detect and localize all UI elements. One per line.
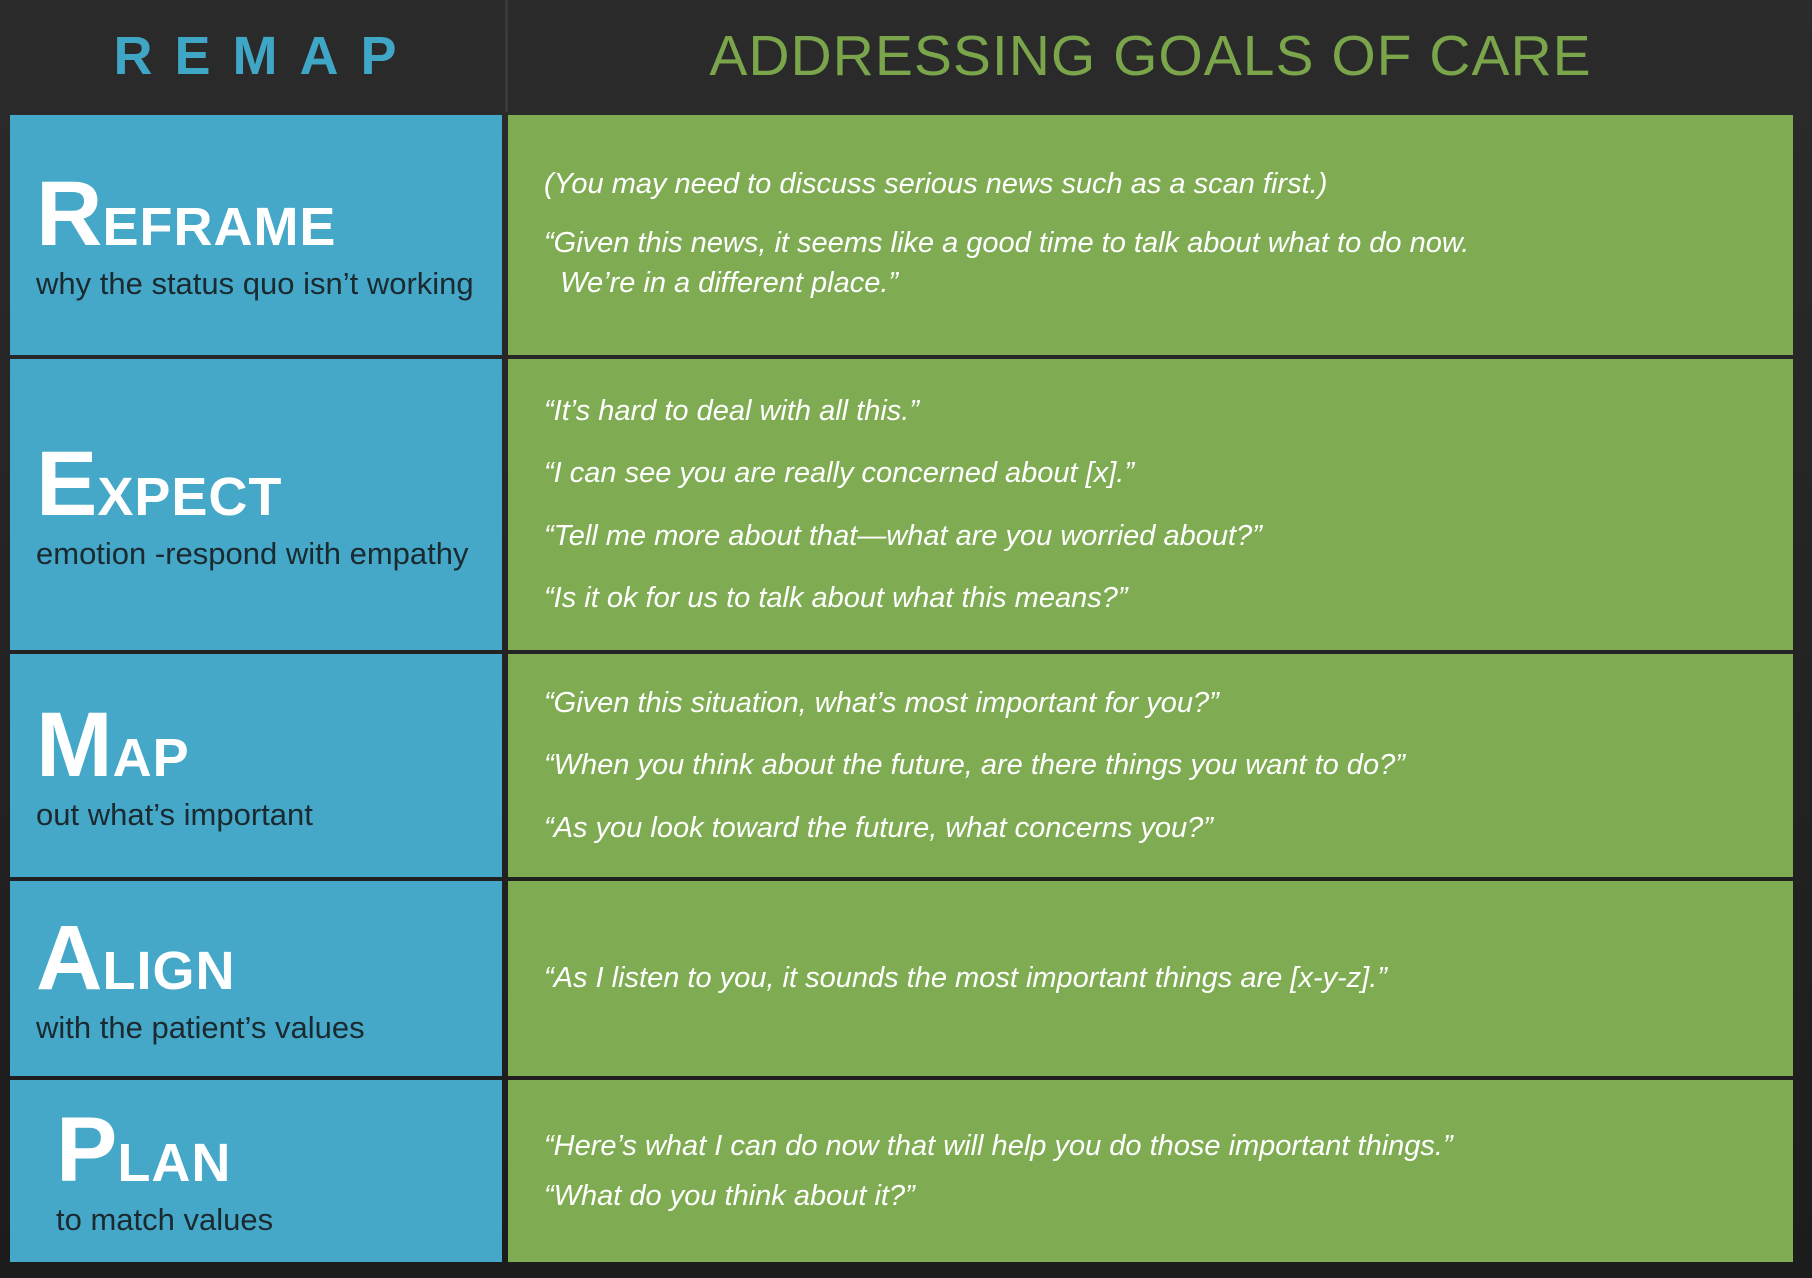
step-subtitle: emotion -respond with empathy <box>36 535 469 571</box>
step-title-rest: EFRAME <box>102 197 337 257</box>
phrase: “I can see you are really concerned abou… <box>544 457 1134 490</box>
step-initial: A <box>36 906 103 1009</box>
step-title-rest: XPECT <box>97 466 283 527</box>
step-title: ALIGN <box>36 912 502 1004</box>
step-phrases-cell: “Here’s what I can do now that will help… <box>508 1080 1793 1262</box>
step-title-rest: LAN <box>117 1133 232 1193</box>
step-title: MAP <box>36 699 502 791</box>
step-title: EXPECT <box>36 438 502 530</box>
header-right-title: ADDRESSING GOALS OF CARE <box>709 24 1592 88</box>
step-title-rest: AP <box>112 727 190 788</box>
step-title: REFRAME <box>36 168 502 260</box>
step-subtitle: with the patient’s values <box>36 1009 365 1045</box>
phrase: “As you look toward the future, what con… <box>544 811 1213 844</box>
step-phrases-cell: (You may need to discuss serious news su… <box>508 115 1793 355</box>
step-label-cell: PLAN to match values <box>10 1080 502 1262</box>
phrase: “Given this news, it seems like a good t… <box>544 226 1470 300</box>
header-right-cell: ADDRESSING GOALS OF CARE <box>505 0 1793 112</box>
phrase: (You may need to discuss serious news su… <box>544 168 1328 201</box>
phrase: “As I listen to you, it sounds the most … <box>544 962 1387 995</box>
phrase: “It’s hard to deal with all this.” <box>544 395 920 427</box>
step-label-cell: MAP out what’s important <box>10 654 502 877</box>
step-row-map: MAP out what’s important “Given this sit… <box>10 654 1793 877</box>
step-label-cell: ALIGN with the patient’s values <box>10 881 502 1076</box>
step-subtitle: to match values <box>56 1202 274 1237</box>
step-row-plan: PLAN to match values “Here’s what I can … <box>10 1080 1793 1262</box>
step-initial: M <box>36 693 113 796</box>
step-initial: R <box>36 163 103 265</box>
header-left-title: REMAP <box>113 26 419 86</box>
step-label-cell: REFRAME why the status quo isn’t working <box>10 115 502 355</box>
step-initial: E <box>36 432 98 535</box>
header-left-cell: REMAP <box>10 0 502 112</box>
step-row-reframe: REFRAME why the status quo isn’t working… <box>10 115 1793 355</box>
step-label-cell: EXPECT emotion -respond with empathy <box>10 359 502 650</box>
step-phrases-cell: “Given this situation, what’s most impor… <box>508 654 1793 877</box>
step-initial: P <box>56 1099 118 1201</box>
step-subtitle: why the status quo isn’t working <box>36 266 474 301</box>
step-row-expect: EXPECT emotion -respond with empathy “It… <box>10 359 1793 650</box>
header-row: REMAP ADDRESSING GOALS OF CARE <box>10 0 1793 112</box>
step-title-rest: LIGN <box>102 940 236 1001</box>
phrase: “Is it ok for us to talk about what this… <box>544 581 1128 614</box>
step-title: PLAN <box>56 1104 502 1196</box>
phrase: “When you think about the future, are th… <box>544 749 1405 782</box>
phrase: “What do you think about it?” <box>544 1180 915 1212</box>
step-phrases-cell: “It’s hard to deal with all this.” “I ca… <box>508 359 1793 650</box>
phrase: “Given this situation, what’s most impor… <box>544 687 1219 720</box>
phrase: “Tell me more about that—what are you wo… <box>544 519 1262 552</box>
phrase: “Here’s what I can do now that will help… <box>544 1129 1453 1162</box>
step-subtitle: out what’s important <box>36 796 313 832</box>
step-phrases-cell: “As I listen to you, it sounds the most … <box>508 881 1793 1076</box>
step-row-align: ALIGN with the patient’s values “As I li… <box>10 881 1793 1076</box>
